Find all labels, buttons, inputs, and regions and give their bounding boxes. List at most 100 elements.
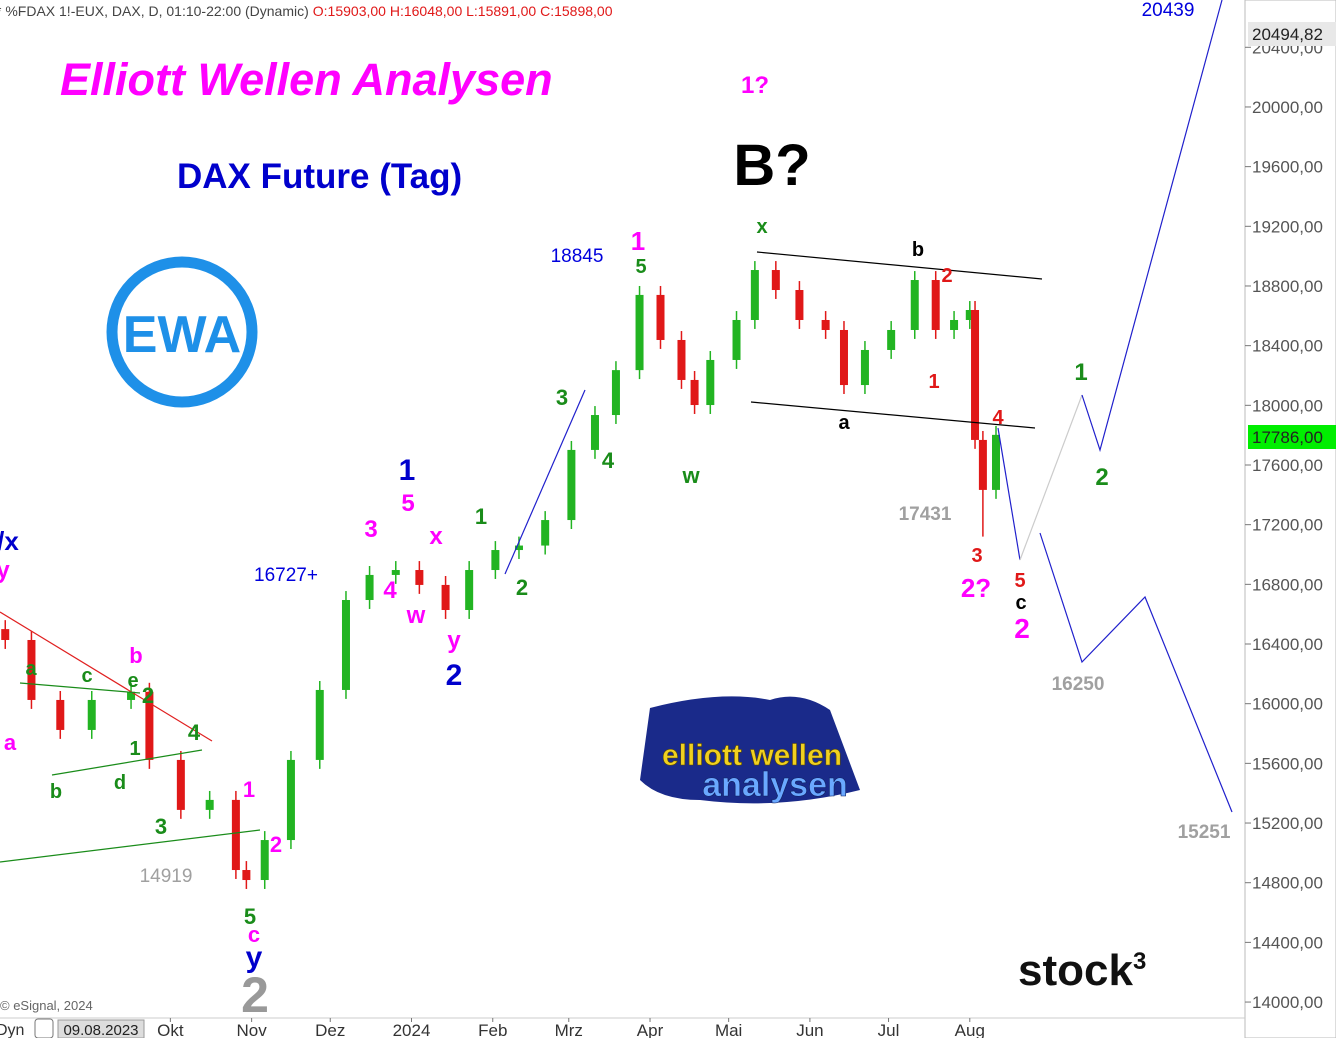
price-box bbox=[1248, 22, 1336, 46]
candle-body bbox=[1, 629, 10, 640]
flag bbox=[640, 696, 860, 804]
wave-label: 18845 bbox=[551, 246, 604, 267]
candle-body bbox=[910, 280, 919, 330]
candle-body bbox=[706, 359, 715, 406]
wave-label: 4 bbox=[188, 720, 201, 745]
trend-lines bbox=[0, 0, 1233, 863]
wave-label: 2 bbox=[1095, 464, 1108, 491]
wave-label: a bbox=[838, 412, 850, 434]
candle-body bbox=[590, 415, 599, 450]
y-tick-label: 17600,00 bbox=[1252, 456, 1323, 475]
wave-label: 2 bbox=[446, 659, 463, 692]
wave-label: b bbox=[129, 643, 142, 668]
wave-label: 5 bbox=[244, 904, 256, 929]
candle-body bbox=[127, 691, 136, 700]
candle-body bbox=[795, 290, 804, 320]
wave-label: b bbox=[912, 239, 924, 261]
candle-body bbox=[732, 319, 741, 360]
x-tick-label: Jul bbox=[878, 1021, 900, 1038]
candle-body bbox=[821, 319, 830, 330]
wave-label: a bbox=[25, 658, 37, 680]
candle-body bbox=[286, 759, 295, 841]
wave-label: 1 bbox=[1074, 359, 1087, 386]
wave-label: y bbox=[0, 557, 10, 584]
projection bbox=[1081, 0, 1223, 453]
trend-line bbox=[0, 611, 213, 742]
brand-text: analysen bbox=[702, 766, 848, 804]
wave-label: 2 bbox=[142, 683, 154, 708]
candle-body bbox=[750, 270, 759, 320]
projection bbox=[1019, 394, 1083, 561]
y-tick-label: 19200,00 bbox=[1252, 217, 1323, 236]
wave-label: 2 bbox=[941, 265, 952, 287]
candle-body bbox=[514, 545, 523, 551]
wave-label: 16250 bbox=[1052, 674, 1105, 695]
candle-body bbox=[950, 319, 959, 330]
chart-title: Elliott Wellen Analysen bbox=[60, 54, 553, 105]
candle-body bbox=[611, 370, 620, 416]
candle-body bbox=[87, 699, 96, 730]
candle-body bbox=[887, 329, 896, 350]
trend-line bbox=[19, 682, 141, 694]
candle-body bbox=[656, 294, 665, 340]
candle-body bbox=[860, 349, 869, 386]
candle-body bbox=[978, 439, 987, 490]
wave-label: 1 bbox=[399, 454, 416, 487]
candle-body bbox=[567, 449, 576, 521]
wave-label: d bbox=[114, 772, 126, 794]
wave-label: /x bbox=[0, 526, 19, 556]
wave-label: 4 bbox=[602, 448, 615, 473]
candle-body bbox=[56, 699, 65, 730]
candle-body bbox=[365, 574, 374, 601]
x-tick-label: Mrz bbox=[555, 1021, 583, 1038]
wave-label: 2? bbox=[961, 573, 991, 603]
candle-body bbox=[965, 309, 974, 320]
axis-mode: Dyn bbox=[0, 1022, 24, 1038]
candle-body bbox=[992, 434, 1000, 490]
candle-body bbox=[971, 309, 980, 440]
wave-label: 1 bbox=[243, 777, 255, 802]
wave-label: 4 bbox=[992, 407, 1004, 429]
wave-label: 3 bbox=[556, 385, 568, 410]
wave-label: x bbox=[756, 216, 767, 238]
stock3-text: stock bbox=[1018, 946, 1133, 995]
credit: © eSignal, 2024 bbox=[0, 998, 93, 1013]
wave-label: 2 bbox=[516, 575, 528, 600]
projection bbox=[1039, 532, 1233, 813]
candle-body bbox=[260, 840, 269, 881]
wave-label: 3 bbox=[971, 545, 982, 567]
header: * %FDAX 1!-EUX, DAX, D, 01:10-22:00 (Dyn… bbox=[0, 3, 613, 19]
wave-label: 20439 bbox=[1142, 0, 1195, 21]
symbol: * %FDAX 1!-EUX, DAX, D, 01:10-22:00 (Dyn… bbox=[0, 3, 309, 19]
wave-label: 1? bbox=[741, 72, 769, 99]
y-tick-label: 16000,00 bbox=[1252, 695, 1323, 714]
candle-body bbox=[677, 339, 686, 380]
subtitle: DAX Future (Tag) bbox=[177, 157, 462, 196]
x-tick-label: Dez bbox=[315, 1021, 345, 1038]
price-box bbox=[1248, 425, 1336, 449]
wave-label: 2 bbox=[1014, 613, 1030, 644]
y-tick-label: 20000,00 bbox=[1252, 98, 1323, 117]
brand-text: elliott wellen bbox=[662, 739, 842, 772]
candle-body bbox=[315, 689, 324, 760]
y-tick-label: 18000,00 bbox=[1252, 396, 1323, 415]
y-tick-label: 18800,00 bbox=[1252, 277, 1323, 296]
ohlc: O:15903,00 H:16048,00 L:15891,00 C:15898… bbox=[313, 3, 613, 19]
lock-icon[interactable] bbox=[34, 1018, 54, 1038]
candle-body bbox=[341, 600, 350, 690]
wave-label: 1 bbox=[928, 371, 939, 393]
wave-label: c bbox=[81, 665, 92, 687]
date-box bbox=[57, 1019, 145, 1038]
y-tick-label: 19600,00 bbox=[1252, 158, 1323, 177]
stock3-logo: stock3 bbox=[1018, 946, 1146, 995]
x-tick-label: Jun bbox=[796, 1021, 823, 1038]
wave-label: c bbox=[248, 922, 260, 947]
wave-label: y bbox=[447, 627, 461, 654]
candle-body bbox=[391, 570, 400, 575]
wave-label: b bbox=[50, 781, 62, 803]
wave-label: c bbox=[1015, 592, 1026, 614]
logo-ring bbox=[106, 256, 258, 408]
wave-label: 5 bbox=[401, 490, 414, 517]
wave-label: 2 bbox=[270, 832, 282, 857]
logo-text: EWA bbox=[123, 306, 241, 364]
